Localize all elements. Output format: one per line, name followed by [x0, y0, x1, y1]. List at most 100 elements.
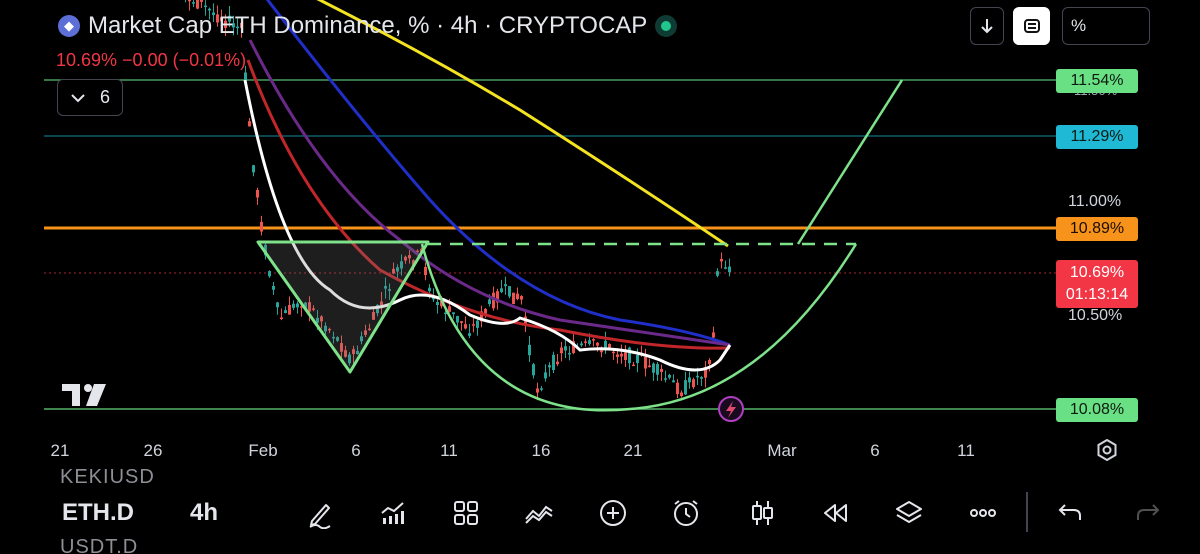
candle-body: [208, 8, 211, 11]
cup-curve: [420, 243, 858, 412]
candle-body: [204, 5, 207, 8]
moving-averages: [243, 0, 732, 372]
event-badge: [718, 396, 744, 422]
candle-body: [660, 368, 663, 372]
candle-body: [364, 330, 367, 335]
level-label-1089[interactable]: 10.89%: [1056, 217, 1138, 241]
candle-body: [488, 299, 491, 305]
candle-body: [228, 15, 231, 22]
candle-body: [268, 271, 271, 277]
level-label-1129[interactable]: 11.29%: [1056, 125, 1138, 149]
add-icon: [600, 500, 626, 526]
time-label: 21: [50, 441, 70, 460]
undo-button[interactable]: [1052, 495, 1088, 531]
candle-body: [352, 349, 355, 354]
candle-body: [496, 291, 499, 303]
candle-body: [564, 346, 567, 351]
scroll-down-button[interactable]: [970, 7, 1004, 45]
candle-body: [196, 0, 199, 9]
candle-body: [580, 343, 583, 346]
chart-area[interactable]: ◆ Market Cap ETH Dominance, % · 4h · CRY…: [0, 0, 1200, 468]
draw-tool-button[interactable]: [302, 495, 338, 531]
candle-body: [644, 356, 647, 369]
layers-button[interactable]: [891, 495, 927, 531]
alert-button[interactable]: [668, 495, 704, 531]
candle-body: [340, 343, 343, 352]
alert-icon: [674, 500, 698, 526]
candle-body: [256, 189, 259, 198]
candle-body: [404, 256, 407, 261]
candle-body: [368, 328, 371, 331]
undo-icon: [1058, 504, 1081, 520]
candle-body: [388, 289, 391, 291]
candle-body: [612, 351, 615, 354]
time-label: 16: [531, 441, 551, 460]
timeframe-picker[interactable]: 4h: [190, 499, 219, 526]
time-label: 26: [143, 441, 163, 460]
more-icon: [970, 509, 996, 517]
candle-body: [692, 379, 695, 388]
candle-body: [448, 306, 451, 312]
indicators-button[interactable]: [375, 495, 411, 531]
candle-body: [380, 301, 383, 306]
candle-body: [276, 302, 279, 308]
candle-body: [424, 266, 427, 276]
candle-body: [604, 340, 607, 349]
templates-button[interactable]: [448, 495, 484, 531]
compare-button[interactable]: [521, 495, 557, 531]
candle-body: [532, 364, 535, 376]
market-status-icon[interactable]: [655, 15, 678, 37]
time-label: 6: [870, 441, 880, 460]
candle-body: [708, 359, 711, 365]
candle-body: [724, 267, 727, 269]
compare-icon: [525, 505, 553, 524]
candle-body: [508, 286, 511, 297]
candle-body: [216, 14, 219, 23]
candle-body: [700, 377, 703, 379]
candle-body: [436, 302, 439, 306]
layers-icon: [896, 501, 922, 523]
candle-body: [344, 350, 347, 357]
moving-average-purple: [248, 39, 731, 347]
replay-button[interactable]: [817, 495, 853, 531]
indicators-toggle-button[interactable]: 6: [57, 79, 123, 116]
level-label-1008[interactable]: 10.08%: [1056, 398, 1138, 422]
price-tick-1050: 10.50%: [1068, 307, 1123, 324]
price-chart[interactable]: [0, 0, 1200, 468]
percent-scale-button[interactable]: %: [1062, 7, 1150, 45]
candle-body: [588, 340, 591, 344]
candle-body: [648, 365, 651, 368]
candle-body: [332, 336, 335, 339]
candle-body: [664, 378, 667, 380]
chart-settings-icon[interactable]: [1096, 439, 1118, 461]
add-button[interactable]: [595, 495, 631, 531]
current-price-label[interactable]: 10.69% 01:13:14: [1056, 260, 1138, 308]
candle-body: [192, 2, 195, 4]
symbol-picker-next[interactable]: USDT.D: [60, 536, 139, 554]
symbol-title[interactable]: Market Cap ETH Dominance, % · 4h · CRYPT…: [88, 12, 648, 39]
chart-type-button[interactable]: [744, 495, 780, 531]
candle-body: [676, 382, 679, 395]
symbol-picker[interactable]: ETH.D: [62, 499, 134, 526]
indicator-count: 6: [99, 87, 110, 107]
candle-body: [652, 363, 655, 373]
more-button[interactable]: [965, 495, 1001, 531]
candle-body: [224, 20, 227, 28]
candle-body: [220, 17, 223, 21]
candle-body: [252, 165, 255, 173]
auto-scale-button[interactable]: [1013, 7, 1050, 45]
redo-button[interactable]: [1130, 495, 1166, 531]
candle-body: [716, 271, 719, 276]
level-label-1154[interactable]: 11.54%: [1056, 69, 1138, 93]
indicators-icon: [381, 502, 404, 524]
candle-body: [656, 364, 659, 375]
candle-body: [520, 296, 523, 300]
candle-body: [356, 350, 359, 355]
candle-body: [484, 308, 487, 314]
candle-body: [552, 354, 555, 370]
candle-body: [672, 380, 675, 383]
candle-body: [296, 303, 299, 308]
symbol-picker-prev[interactable]: KEKIUSD: [60, 466, 155, 488]
candle-body: [280, 317, 283, 320]
candle-body: [492, 292, 495, 309]
